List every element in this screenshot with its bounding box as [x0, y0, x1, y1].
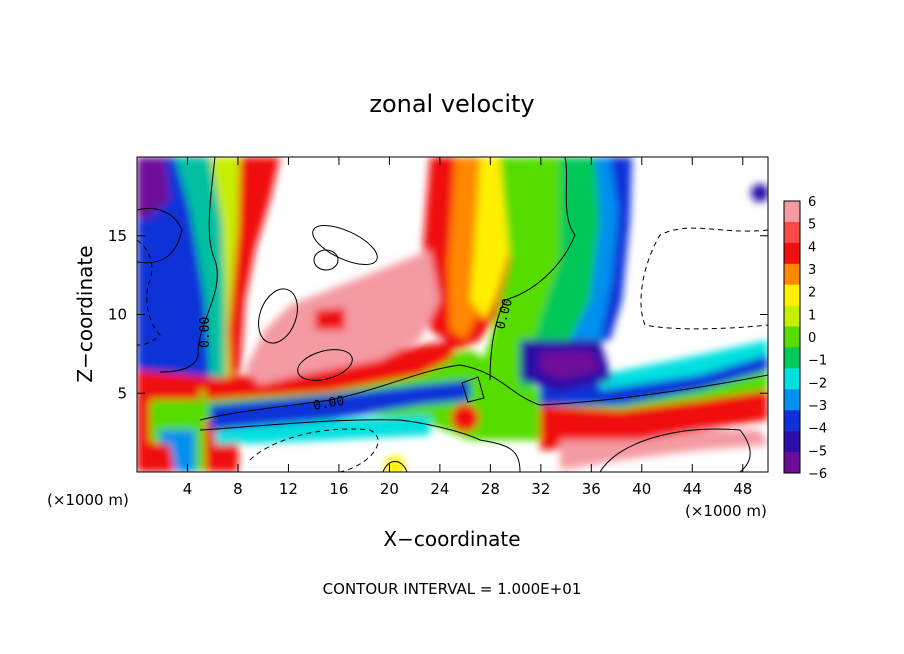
y-tick-label: 5: [117, 384, 127, 402]
colorbar-swatch: [784, 201, 800, 223]
colorbar-swatch: [784, 326, 800, 348]
colorbar-swatch: [784, 347, 800, 369]
colorbar-frame: [783, 200, 801, 474]
colorbar-swatch: [784, 410, 800, 432]
colorbar-label: −1: [808, 354, 827, 369]
x-tick-label: 16: [329, 480, 348, 498]
contour-interval-footer: CONTOUR INTERVAL = 1.000E+01: [323, 580, 582, 598]
colorbar-swatch: [784, 284, 800, 307]
colorbar-swatch: [784, 263, 800, 286]
colorbar-swatch: [784, 221, 800, 244]
zero-contour-lower-band: [199, 364, 768, 421]
x-tick-label: 4: [183, 480, 193, 498]
x-tick-label: 8: [233, 480, 243, 498]
y-axis: 5 10 15: [108, 227, 768, 402]
x-tick-label: 48: [733, 480, 752, 498]
x-tick-label: 28: [481, 480, 500, 498]
colorbar-label: −5: [808, 444, 827, 459]
x-unit-label-right: (×1000 m): [685, 502, 767, 520]
closed-contour-1: [312, 225, 378, 265]
heatmap-field: 0.00 0.00 0.00: [137, 157, 768, 472]
colorbar-label: 2: [808, 286, 816, 301]
y-tick-label: 15: [108, 227, 127, 245]
x-axis: 4 8 12 16 20 24 28 32 36 40 44 48: [183, 157, 752, 498]
y-axis-title: Z−coordinate: [73, 245, 97, 382]
closed-contour-3: [258, 288, 298, 344]
x-tick-label: 12: [279, 480, 298, 498]
dashed-contour-left: [137, 239, 161, 346]
colorbar-label: 6: [808, 195, 816, 210]
colorbar-swatch: [784, 305, 800, 328]
contour-label: 0.00: [198, 317, 213, 348]
x-unit-label-left: (×1000 m): [47, 491, 129, 509]
colorbar: 6 5 4 3 2 1 0 −1 −2 −3 −4 −5 −6: [783, 195, 827, 482]
closed-contour-2: [313, 249, 339, 271]
y-tick-label: 10: [108, 306, 127, 324]
zero-contour-lower: [199, 419, 521, 472]
colorbar-label: −4: [808, 422, 827, 437]
closed-contour-4: [297, 349, 353, 381]
colorbar-label: −3: [808, 399, 827, 414]
x-tick-label: 40: [632, 480, 651, 498]
zero-contour-right: [489, 157, 576, 381]
chart-title: zonal velocity: [369, 90, 534, 118]
contour-label: 0.00: [312, 394, 345, 414]
colorbar-label: 5: [808, 218, 816, 233]
colorbar-swatch: [784, 242, 800, 265]
closed-contour-7: [382, 461, 408, 472]
x-tick-label: 44: [683, 480, 702, 498]
zero-contour-left: [159, 157, 218, 373]
dashed-contour-bottom: [249, 428, 379, 472]
x-axis-title: X−coordinate: [383, 527, 520, 551]
x-tick-label: 20: [380, 480, 399, 498]
colorbar-label: 0: [808, 331, 816, 346]
colorbar-swatch: [784, 368, 800, 390]
closed-contour-5: [461, 376, 485, 403]
colorbar-label: 3: [808, 263, 816, 278]
closed-contour-6: [599, 428, 751, 472]
x-tick-label: 32: [531, 480, 550, 498]
colorbar-label: −6: [808, 467, 827, 482]
colorbar-label: 4: [808, 240, 816, 255]
x-tick-label: 24: [430, 480, 449, 498]
colorbar-swatch: [784, 452, 800, 474]
contours: [137, 157, 768, 472]
colorbar-label: 1: [808, 308, 816, 323]
colorbar-swatch: [784, 389, 800, 411]
dashed-contour-right: [640, 227, 768, 330]
colorbar-swatch: [784, 431, 800, 453]
x-tick-label: 36: [582, 480, 601, 498]
colorbar-label: −2: [808, 376, 827, 391]
